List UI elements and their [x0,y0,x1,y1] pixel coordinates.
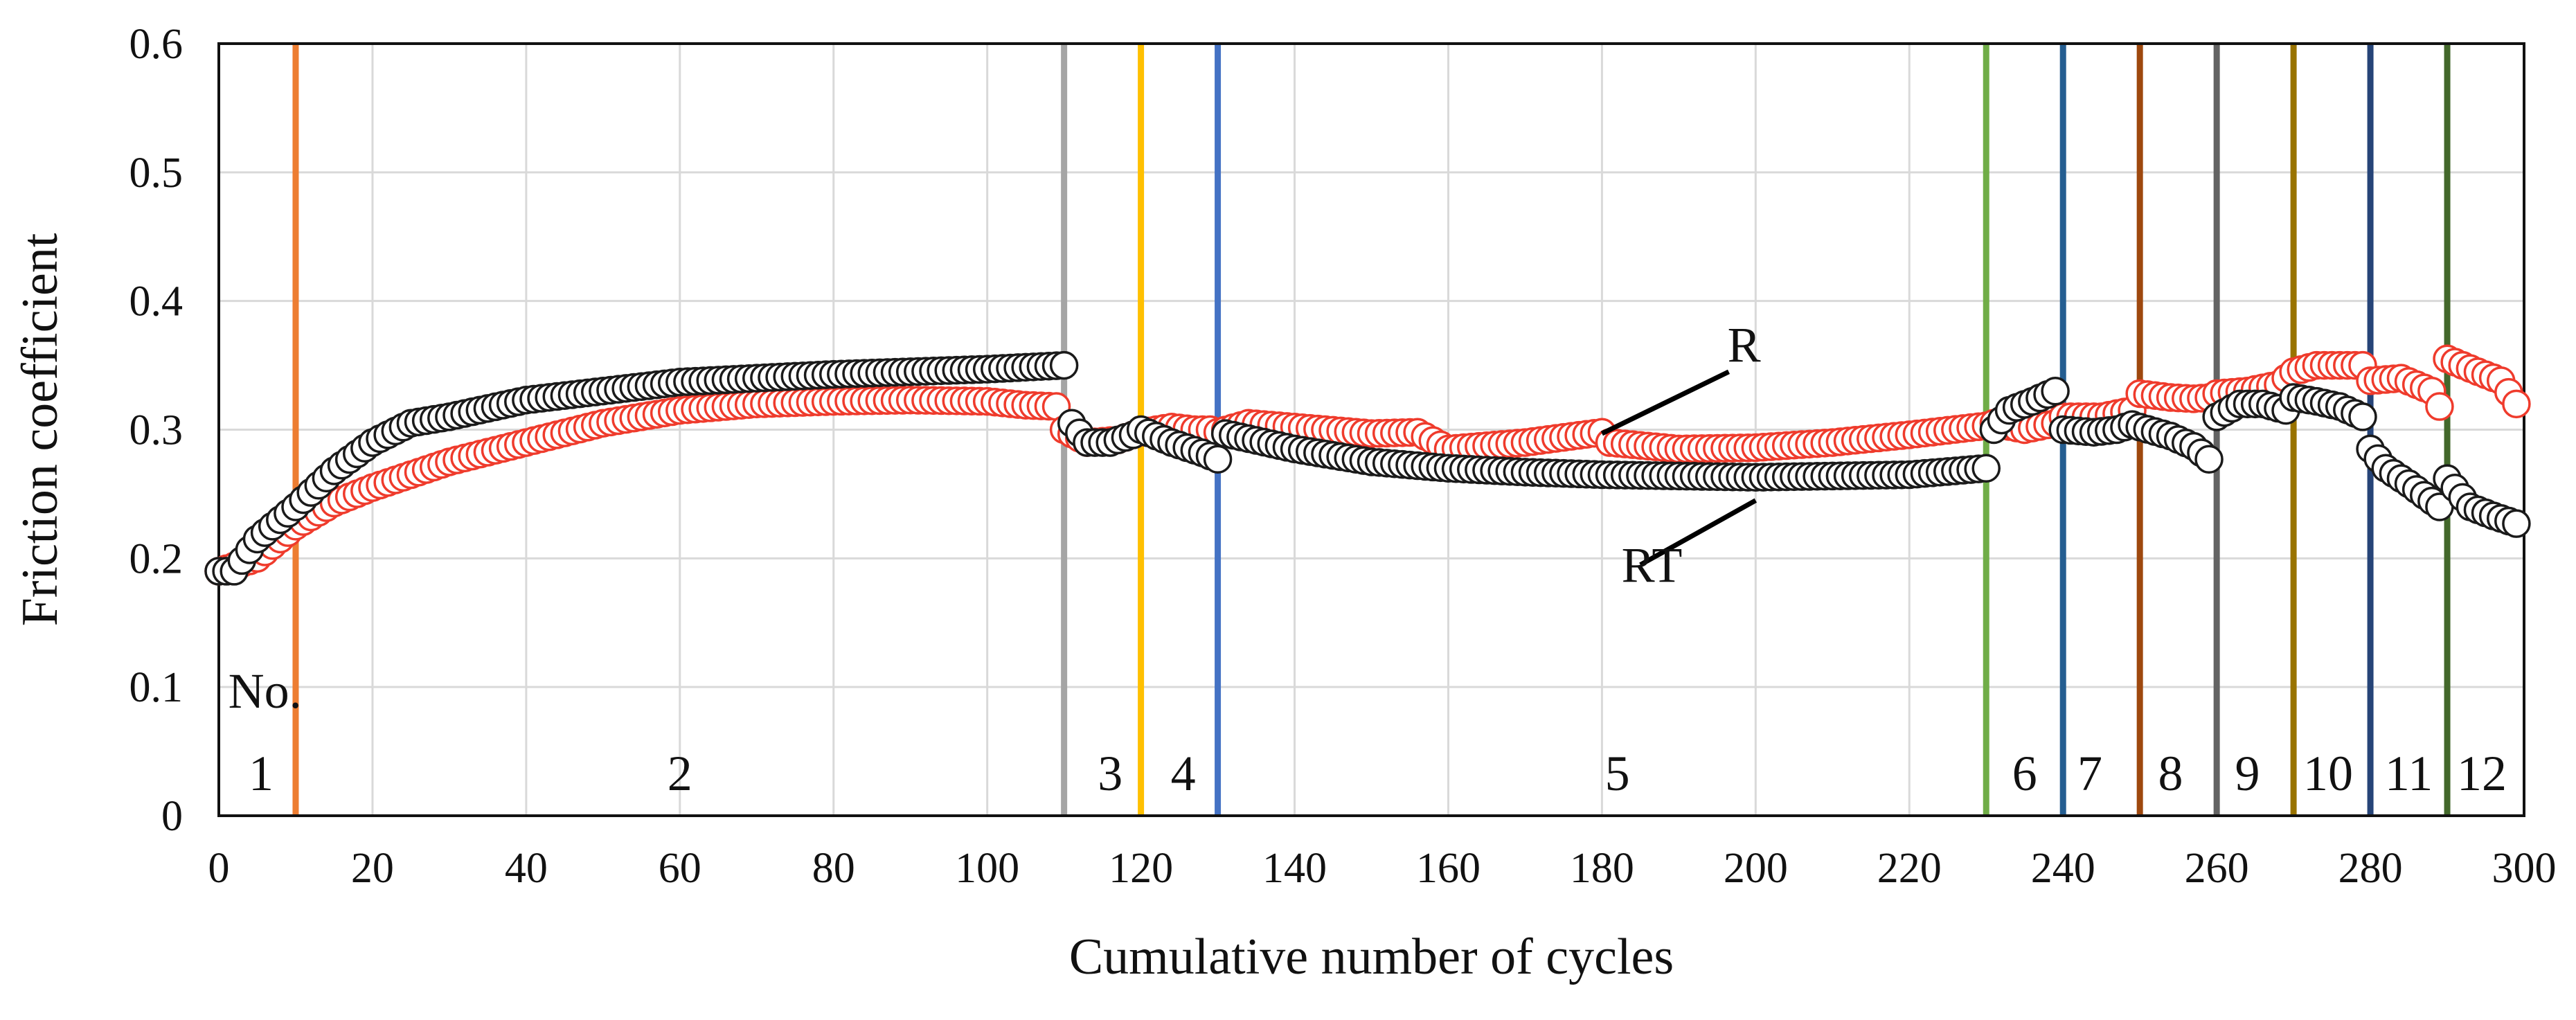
segment-label: 8 [2158,746,2183,801]
segment-label: 2 [668,746,692,801]
x-axis-ticks: 0 20 40 60 80 100 120 140 160 180 200 220 240 260 280 3… [208,845,2557,892]
segment-label: 1 [249,746,274,801]
y-tick-label: 0.1 [129,664,184,711]
y-tick-label: 0 [161,793,183,840]
annotation-leader [1600,369,1730,436]
series-rt-point [2348,402,2377,431]
segment-label: 5 [1605,746,1630,801]
plot-frame [217,42,2525,817]
y-tick-label: 0.5 [129,150,184,197]
x-tick-label: 140 [1262,845,1327,892]
segment-label: 7 [2077,746,2102,801]
segment-label: 11 [2385,746,2433,801]
y-tick-label: 0.4 [129,278,184,325]
x-tick-label: 0 [208,845,230,892]
y-tick-label: 0.3 [129,407,184,454]
series-annotations: R RT [1600,317,1761,593]
x-tick-label: 40 [505,845,548,892]
annotation-leader [1639,498,1757,567]
series-rt-point [1203,445,1233,474]
series-rt-point [1971,454,2001,483]
x-tick-label: 180 [1570,845,1634,892]
segment-header: No. [229,663,302,719]
segment-label: 6 [2012,746,2037,801]
series-r [204,344,2531,586]
segment-label: 9 [2235,746,2260,801]
segment-label: 12 [2457,746,2507,801]
x-tick-label: 20 [351,845,394,892]
series-rt [204,350,2531,586]
x-tick-label: 280 [2338,845,2403,892]
series-rt-point [2041,377,2070,406]
segment-label: 10 [2303,746,2353,801]
x-tick-label: 80 [812,845,855,892]
x-tick-label: 240 [2031,845,2095,892]
x-axis-title: Cumulative number of cycles [1069,929,1674,985]
series-rt-point [2502,509,2531,538]
series-r-point [2425,392,2454,421]
segment-labels: No.1 2 3 4 5 6 7 8 9 10 11 12 [229,663,2507,801]
y-axis-ticks: 0 0.1 0.2 0.3 0.4 0.5 0.6 [129,21,184,840]
segment-label: 4 [1171,746,1196,801]
y-tick-label: 0.6 [129,21,184,68]
series-rt-point [1049,350,1079,380]
series-r-point [2502,389,2531,419]
x-tick-label: 220 [1877,845,1942,892]
x-tick-label: 120 [1109,845,1173,892]
y-axis-title: Friction coefficient [12,233,69,626]
x-tick-label: 60 [659,845,701,892]
x-tick-label: 200 [1724,845,1788,892]
segment-label: 3 [1098,746,1122,801]
annotation-label: R [1728,317,1761,373]
x-tick-label: 260 [2185,845,2249,892]
x-tick-label: 100 [955,845,1019,892]
annotation-label: RT [1622,537,1683,593]
x-tick-label: 160 [1416,845,1481,892]
y-tick-label: 0.2 [129,535,184,582]
series-rt-point [2194,445,2224,474]
x-tick-label: 300 [2492,845,2557,892]
